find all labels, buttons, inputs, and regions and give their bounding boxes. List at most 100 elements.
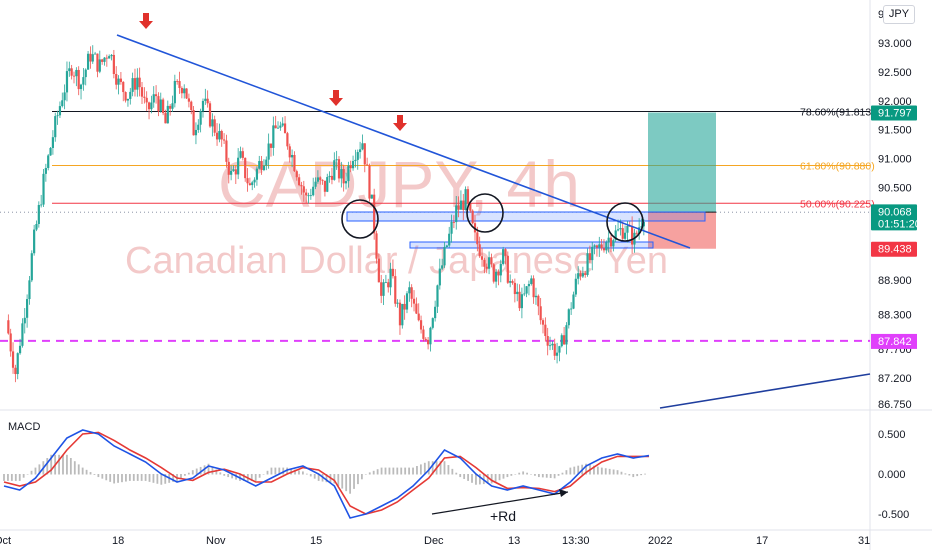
macd-histogram-bar: [77, 464, 80, 475]
macd-histogram-bar: [152, 474, 155, 483]
candle-body: [537, 295, 540, 307]
watermark-title: CADJPY, 4h: [218, 147, 580, 221]
macd-histogram-bar: [117, 474, 119, 483]
candle-body: [267, 143, 270, 160]
candle-body: [600, 244, 603, 249]
divergence-label: +Rd: [490, 508, 516, 524]
macd-histogram-bar: [644, 473, 646, 475]
candle-body: [258, 161, 261, 169]
candle-body: [197, 124, 200, 130]
price-tag-label: 90.068: [878, 206, 912, 218]
candle-body: [368, 165, 371, 199]
candle-body: [347, 165, 350, 182]
macd-histogram-bar: [298, 470, 300, 475]
currency-badge[interactable]: JPY: [883, 5, 915, 24]
candle-body: [164, 113, 167, 124]
candle-body: [464, 189, 467, 211]
macd-histogram-bar: [423, 462, 426, 475]
candle-body: [33, 229, 36, 254]
candle-body: [18, 345, 22, 354]
candle-body: [408, 287, 411, 294]
candle-body: [187, 98, 191, 102]
candle-body: [23, 317, 26, 324]
macd-histogram-bar: [62, 454, 64, 475]
candlestick-series[interactable]: [7, 45, 645, 383]
macd-histogram-bar: [309, 474, 312, 477]
macd-axis-tick: 0.000: [878, 469, 906, 481]
candle-body: [607, 237, 610, 243]
price-axis-tick: 87.200: [878, 373, 912, 385]
target-zone: [648, 112, 716, 213]
candle-body: [86, 53, 90, 70]
candle-body: [586, 253, 589, 275]
macd-histogram-bar: [199, 466, 202, 475]
price-axis-tick: 90.500: [878, 182, 912, 194]
macd-histogram-bar: [447, 465, 450, 475]
macd-histogram-bar: [333, 474, 336, 484]
candle-body: [288, 146, 291, 158]
macd-histogram-bar: [50, 454, 53, 475]
candle-body: [61, 100, 64, 107]
macd-line: [3, 429, 650, 519]
price-tag-label: 87.842: [878, 336, 912, 348]
candle-body: [551, 343, 554, 346]
candle-body: [405, 293, 409, 310]
candle-body: [220, 130, 223, 140]
candle-body: [79, 84, 83, 90]
candle-body: [234, 169, 237, 175]
candle-body: [344, 181, 348, 184]
macd-histogram-bar: [274, 467, 277, 475]
macd-histogram-bar: [459, 474, 462, 478]
candle-body: [180, 87, 183, 94]
position-zones[interactable]: [346, 112, 716, 249]
candle-body: [119, 78, 123, 82]
macd-histogram-bar: [628, 474, 631, 476]
macd-histogram-bar: [431, 461, 434, 475]
candle-body: [7, 320, 10, 334]
price-tag: [871, 333, 917, 349]
fibonacci-levels[interactable]: 78.60%(91.813) 61.80%(90.880) 50.00%(90.22…: [0, 107, 875, 342]
macd-histogram-bar: [278, 467, 281, 475]
macd-histogram-bar: [569, 467, 572, 475]
candle-body: [504, 249, 507, 256]
candle-body: [612, 240, 615, 247]
macd-histogram-bar: [384, 467, 387, 475]
macd-histogram-bar: [14, 474, 17, 481]
candle-body: [169, 105, 172, 109]
candle-body: [480, 256, 484, 260]
macd-histogram-bar: [121, 474, 123, 483]
candle-body: [469, 203, 472, 211]
candle-body: [295, 171, 298, 178]
macd-indicator[interactable]: [3, 429, 650, 519]
candle-body: [171, 103, 174, 109]
candle-body: [609, 237, 613, 247]
candle-body: [251, 182, 254, 186]
candle-body: [520, 294, 523, 309]
time-axis-tick: 13:30: [562, 535, 590, 547]
candle-body: [384, 282, 387, 284]
price-tag-countdown: 01:51:20: [878, 218, 921, 230]
candle-body: [290, 154, 294, 158]
macd-histogram-bar: [427, 461, 430, 475]
candle-body: [101, 59, 104, 62]
macd-histogram-bar: [286, 467, 289, 475]
candle-body: [541, 320, 545, 325]
candle-body: [441, 265, 444, 269]
price-axis-tick: 92.500: [878, 67, 912, 79]
macd-histogram-bar: [475, 474, 477, 485]
candle-body: [457, 205, 460, 210]
candle-body: [438, 268, 441, 286]
candle-body: [44, 167, 47, 174]
drawings[interactable]: [116, 13, 871, 409]
candle-body: [75, 69, 78, 77]
candle-body: [58, 106, 62, 116]
candle-body: [340, 169, 343, 179]
candle-body: [356, 152, 359, 160]
candle-body: [176, 80, 179, 82]
fib-level-label: 61.80%(90.880): [800, 160, 875, 172]
macd-histogram-bar: [400, 467, 403, 475]
candle-body: [445, 245, 448, 247]
candle-body: [21, 323, 24, 346]
candle-body: [326, 177, 329, 192]
